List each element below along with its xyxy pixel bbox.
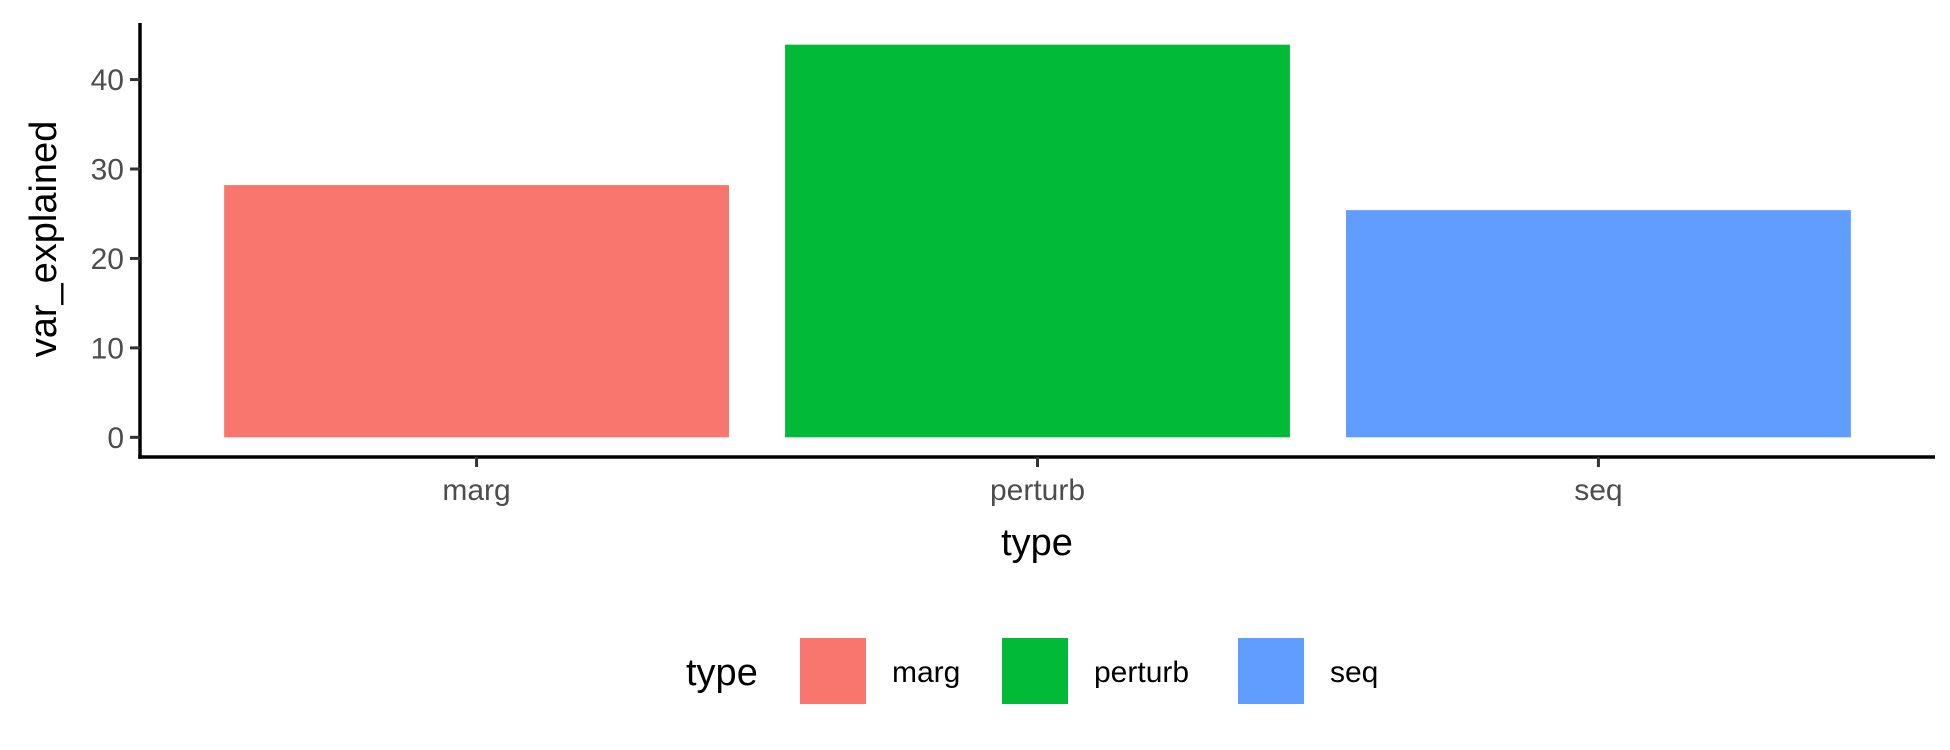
legend-key-marg — [800, 638, 866, 704]
legend-key-seq — [1238, 638, 1304, 704]
bar-perturb — [785, 44, 1290, 438]
legend-label-seq: seq — [1330, 656, 1378, 689]
legend-key-perturb — [1002, 638, 1068, 704]
x-axis-title: type — [1001, 522, 1073, 564]
y-tick-label: 10 — [91, 332, 124, 365]
legend-label-marg: marg — [892, 656, 960, 689]
y-ticks-group: 0 10 20 30 40 — [91, 64, 140, 455]
x-tick-label-marg: marg — [442, 474, 510, 507]
x-ticks-group: marg perturb seq — [442, 457, 1623, 507]
y-axis-title: var_explained — [23, 121, 65, 358]
y-tick-label: 0 — [107, 422, 124, 455]
legend: type marg perturb seq — [686, 638, 1378, 704]
legend-title: type — [686, 652, 758, 694]
bars-group — [224, 44, 1851, 438]
x-tick-label-perturb: perturb — [990, 474, 1085, 507]
bar-seq — [1346, 210, 1851, 438]
legend-label-perturb: perturb — [1094, 656, 1189, 689]
bar-marg — [224, 185, 729, 438]
y-tick-label: 20 — [91, 243, 124, 276]
y-tick-label: 30 — [91, 154, 124, 187]
y-tick-label: 40 — [91, 64, 124, 97]
x-tick-label-seq: seq — [1574, 474, 1622, 507]
